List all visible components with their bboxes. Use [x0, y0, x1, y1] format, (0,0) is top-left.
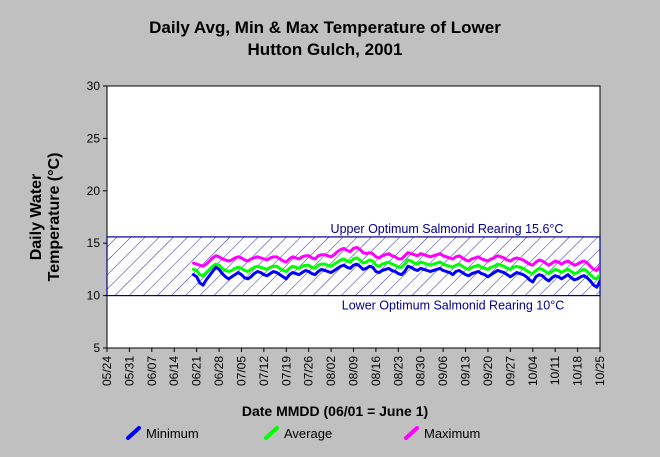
plot-area — [106, 85, 601, 349]
y-tick-label: 20 — [87, 184, 101, 198]
x-tick-label: 08/16 — [369, 356, 383, 386]
series-layer — [191, 245, 600, 289]
x-tick-label: 07/12 — [257, 356, 271, 386]
y-tick-label: 10 — [87, 289, 101, 303]
legend-swatch-maximum — [404, 426, 419, 440]
x-tick-label: 06/21 — [190, 356, 204, 386]
band-lower-label: Lower Optimum Salmonid Rearing 10°C — [342, 299, 564, 313]
x-tick-label: 07/05 — [234, 356, 248, 386]
x-tick-label: 06/28 — [212, 356, 226, 386]
x-tick-label: 07/19 — [279, 356, 293, 386]
legend-label-average: Average — [284, 426, 332, 441]
x-tick-label: 08/23 — [391, 356, 405, 386]
series-line-average — [191, 256, 600, 281]
y-axis-label-line1: Daily Water — [28, 174, 45, 261]
x-tick-label: 08/02 — [324, 356, 338, 386]
x-tick-label: 09/27 — [503, 356, 517, 386]
y-axis: 5 10 15 20 25 30 — [87, 79, 107, 355]
x-tick-label: 09/20 — [481, 356, 495, 386]
y-tick-label: 5 — [93, 341, 100, 355]
x-axis: 05/24 05/31 06/07 06/14 06/21 06/28 07/05 07/12… — [100, 348, 607, 386]
x-tick-label: 05/24 — [100, 356, 114, 386]
y-tick-label: 15 — [87, 236, 101, 250]
x-tick-label: 09/13 — [459, 356, 473, 386]
y-tick-label: 25 — [87, 131, 101, 145]
x-tick-label: 06/14 — [167, 356, 181, 386]
x-tick-label: 05/31 — [122, 356, 136, 386]
legend-swatch-minimum — [126, 426, 141, 440]
x-tick-label: 10/11 — [548, 356, 562, 385]
chart-title-line1: Daily Avg, Min & Max Temperature of Lowe… — [149, 18, 501, 37]
x-tick-label: 07/26 — [302, 356, 316, 386]
x-tick-label: 10/25 — [593, 356, 607, 386]
x-axis-label: Date MMDD (06/01 = June 1) — [242, 403, 428, 419]
x-tick-label: 09/06 — [436, 356, 450, 386]
y-tick-label: 30 — [87, 79, 101, 93]
legend-label-minimum: Minimum — [146, 426, 199, 441]
series-line-maximum — [191, 245, 600, 272]
x-tick-label: 10/18 — [571, 356, 585, 386]
band-upper-label: Upper Optimum Salmonid Rearing 15.6°C — [331, 222, 564, 236]
y-axis-label-line2: Temperature (°C) — [46, 153, 63, 282]
x-tick-label: 08/30 — [414, 356, 428, 386]
x-tick-label: 10/04 — [526, 356, 540, 386]
legend: Minimum Average Maximum — [126, 426, 480, 441]
legend-label-maximum: Maximum — [424, 426, 480, 441]
x-tick-label: 06/07 — [145, 356, 159, 386]
x-tick-label: 08/09 — [347, 356, 361, 386]
legend-swatch-average — [264, 426, 279, 440]
series-line-minimum — [191, 262, 600, 289]
chart-title-line2: Hutton Gulch, 2001 — [248, 40, 403, 59]
